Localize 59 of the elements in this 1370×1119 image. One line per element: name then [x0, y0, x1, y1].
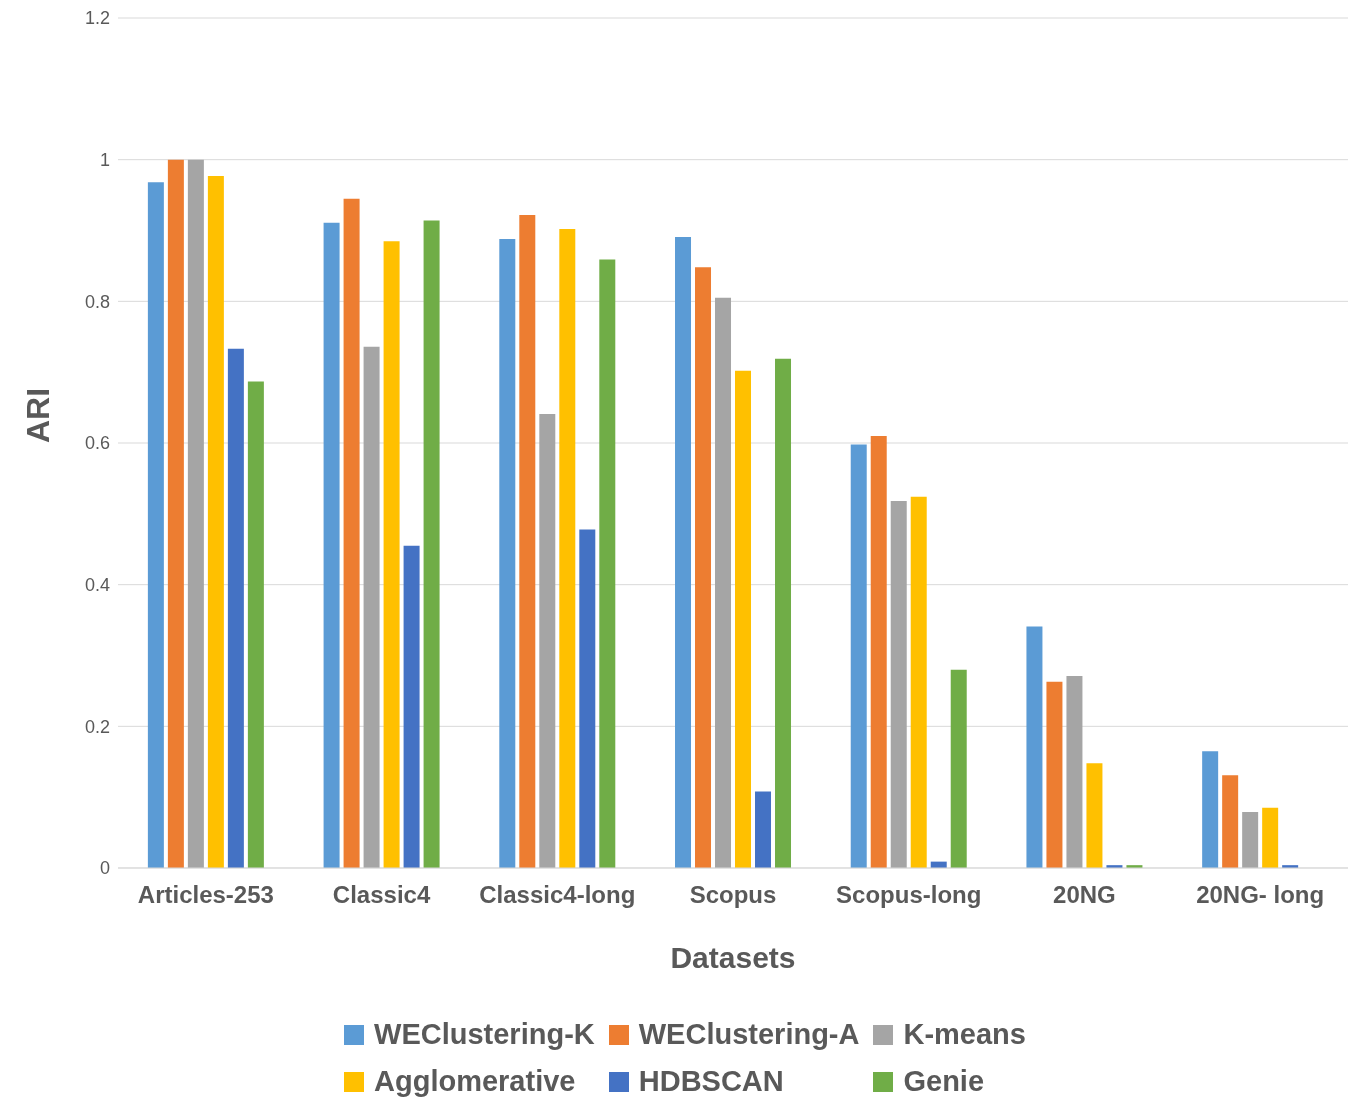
bar	[1202, 751, 1219, 868]
bar	[1046, 681, 1063, 868]
bar	[890, 501, 907, 868]
x-tick-label: Classic4	[332, 881, 431, 909]
bar	[1262, 807, 1279, 868]
y-tick-label: 0.6	[84, 433, 110, 454]
bar	[519, 214, 536, 868]
bar	[1242, 812, 1259, 868]
x-tick-label: 20NG- long	[1196, 881, 1325, 909]
bar	[1026, 626, 1043, 868]
bar	[343, 198, 360, 868]
y-tick-label: 0.4	[84, 575, 110, 596]
bar	[147, 182, 164, 868]
bar	[383, 241, 400, 868]
bar	[1086, 763, 1103, 868]
bar	[187, 159, 204, 868]
bar	[363, 346, 380, 868]
bar	[499, 239, 516, 868]
legend-label: WEClustering-K	[374, 1018, 595, 1051]
x-tick-label: Scopus	[689, 881, 777, 909]
bar	[850, 444, 867, 868]
x-tick-label: Articles-253	[137, 881, 274, 909]
bar	[579, 529, 596, 868]
bar	[599, 259, 616, 868]
bar	[403, 545, 420, 868]
bar	[423, 220, 440, 868]
bar	[559, 229, 576, 868]
bar	[207, 175, 224, 868]
legend-label: WEClustering-A	[638, 1018, 860, 1051]
bar	[247, 381, 264, 868]
x-axis-title: Datasets	[670, 941, 796, 974]
bar	[675, 236, 692, 868]
bar	[539, 413, 556, 868]
legend-label: Agglomerative	[374, 1065, 576, 1098]
y-tick-label: 1	[99, 150, 110, 171]
y-tick-label: 0.8	[84, 291, 110, 312]
x-tick-label: 20NG	[1053, 881, 1116, 909]
bar	[735, 370, 752, 868]
y-tick-label: 1.2	[84, 8, 110, 29]
legend-label: HDBSCAN	[638, 1065, 784, 1098]
x-tick-label: Scopus-long	[836, 881, 982, 909]
bar	[695, 267, 712, 868]
bar	[755, 791, 772, 868]
y-axis-title: ARI	[20, 387, 57, 443]
bar	[1222, 775, 1239, 868]
legend-label: K-means	[903, 1018, 1026, 1051]
bar	[775, 358, 792, 868]
bar	[227, 348, 244, 868]
legend-label: Genie	[903, 1065, 985, 1098]
bar	[715, 297, 732, 868]
bar	[323, 222, 340, 868]
bar	[1066, 676, 1083, 868]
bar	[870, 435, 887, 868]
bar	[167, 159, 184, 868]
bar	[910, 496, 927, 868]
y-tick-label: 0	[99, 858, 110, 879]
x-tick-label: Classic4-long	[479, 881, 636, 909]
bar	[950, 669, 967, 868]
y-tick-label: 0.2	[84, 716, 110, 737]
